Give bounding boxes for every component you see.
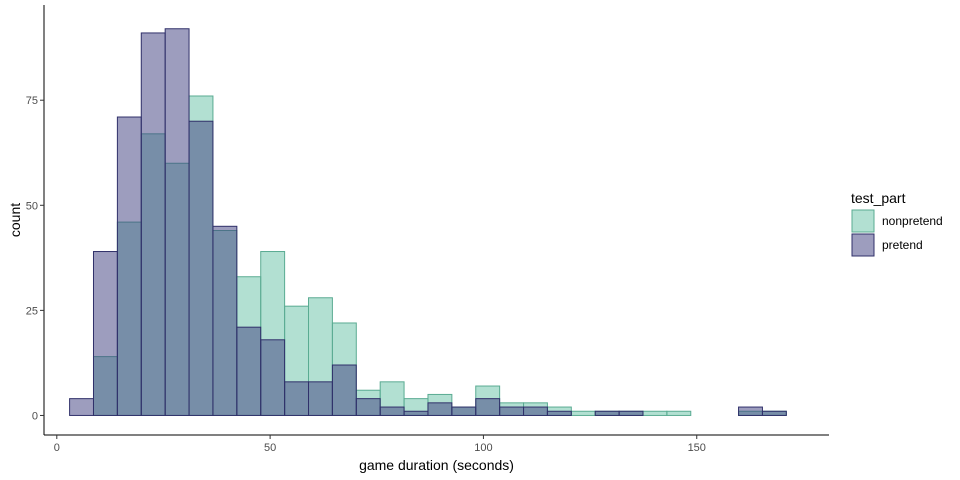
histogram-bars [69,28,787,416]
y-tick-label: 0 [32,410,38,422]
bar-nonpretend [666,410,692,416]
bar-pretend [546,410,572,416]
bar-pretend [475,398,501,416]
legend-key-nonpretend [851,209,875,233]
x-tick-label: 150 [688,442,706,454]
series-pretend [69,28,787,416]
bar-pretend [403,410,429,416]
bar-pretend [761,410,787,416]
bar-pretend [308,381,333,416]
bar-pretend [140,32,166,416]
legend-items: nonpretend pretend [851,209,943,257]
bar-pretend [260,339,286,416]
bar-pretend [355,398,381,416]
legend-label-pretend: pretend [882,238,923,252]
x-axis-ticks: 0 50 100 150 [54,435,706,454]
bar-pretend [164,28,190,416]
legend-title: test_part [851,190,906,206]
bar-pretend [427,402,453,416]
bar-pretend [499,406,525,416]
x-tick-label: 50 [264,442,276,454]
bar-pretend [523,406,548,416]
y-tick-label: 25 [26,305,38,317]
x-tick-label: 0 [54,442,60,454]
bar-pretend [236,326,262,416]
bar-nonpretend [570,410,596,416]
bar-pretend [594,410,620,416]
y-axis-title: count [7,203,23,237]
bar-pretend [284,381,310,416]
bar-pretend [738,406,763,416]
bar-pretend [212,225,238,416]
bar-pretend [451,406,477,416]
legend-key-pretend [851,233,875,257]
bar-nonpretend [642,410,668,416]
legend: test_part nonpretend pretend [851,190,943,257]
bar-pretend [618,410,644,416]
y-tick-label: 75 [26,95,38,107]
y-axis-ticks: 0 25 50 75 [26,95,44,422]
x-tick-label: 100 [474,442,492,454]
bar-pretend [379,406,405,416]
x-axis-title: game duration (seconds) [359,457,514,473]
legend-label-nonpretend: nonpretend [882,214,943,228]
bar-pretend [116,116,142,416]
bar-pretend [331,364,357,416]
bar-pretend [92,251,118,416]
bar-pretend [188,120,214,416]
y-tick-label: 50 [26,200,38,212]
bar-pretend [69,398,94,416]
